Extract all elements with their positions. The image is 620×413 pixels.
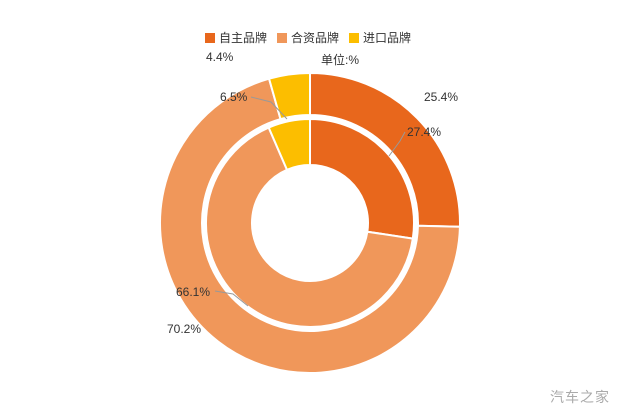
inner-ring-segment-1[interactable]: [205, 126, 414, 328]
inner-ring-segment-0[interactable]: [309, 118, 415, 240]
inner-label-import-brand: 6.5%: [220, 90, 248, 104]
legend-item-1[interactable]: 合资品牌: [277, 31, 339, 45]
inner-label-jv-brand-leader-line: [214, 290, 249, 307]
outer-label-cn-brand: 25.4%: [424, 90, 459, 104]
outer-label-jv-brand: 70.2%: [167, 322, 202, 336]
legend-item-label: 进口品牌: [363, 31, 412, 45]
inner-ring-segment-2[interactable]: [267, 118, 311, 171]
legend: 自主品牌 合资品牌 进口品牌: [205, 31, 411, 45]
unit-note: 单位:%: [321, 53, 360, 67]
legend-item-2[interactable]: 进口品牌: [349, 31, 411, 45]
legend-item-label: 合资品牌: [291, 31, 340, 45]
outer-label-import-brand: 4.4%: [206, 50, 234, 64]
legend-item-label: 自主品牌: [219, 31, 268, 45]
inner-label-cn-brand-leader-line: [388, 131, 406, 157]
outer-ring-segment-2[interactable]: [268, 72, 311, 121]
inner-label-import-brand-leader-line: [250, 96, 288, 120]
autohome-watermark: 汽车之家: [550, 389, 610, 405]
inner-label-jv-brand: 66.1%: [176, 285, 211, 299]
legend-swatch-icon: [349, 33, 360, 43]
inner-label-cn-brand: 27.4%: [407, 125, 442, 139]
legend-swatch-icon: [277, 33, 288, 43]
outer-ring-segment-1[interactable]: [158, 77, 461, 374]
legend-swatch-icon: [205, 33, 215, 43]
legend-item-0[interactable]: 自主品牌: [205, 31, 267, 45]
